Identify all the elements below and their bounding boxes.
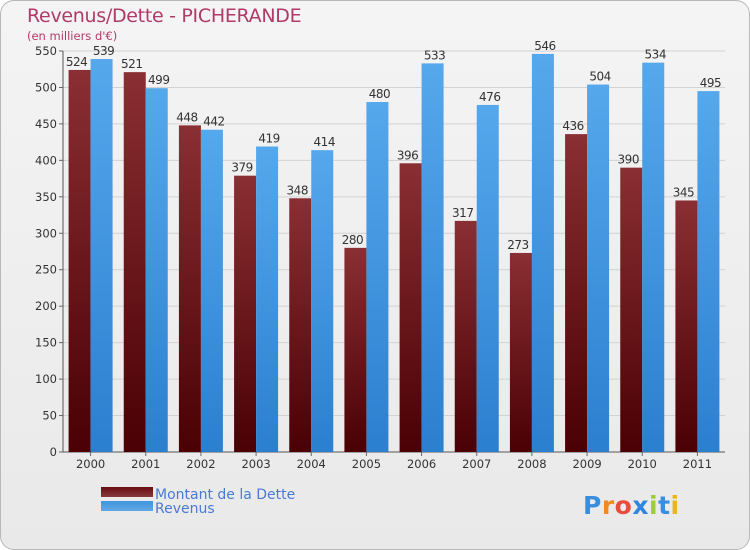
data-label-revenus: 414 (314, 135, 335, 149)
x-tick-label: 2009 (572, 457, 601, 471)
data-label-dette: 396 (397, 148, 418, 162)
data-label-revenus: 539 (93, 44, 114, 58)
bar-revenus (311, 150, 333, 452)
bar-dette (675, 200, 697, 452)
bar-revenus (201, 130, 223, 452)
bar-dette (179, 125, 201, 452)
x-tick-label: 2004 (297, 457, 326, 471)
x-tick-label: 2007 (462, 457, 491, 471)
y-tick-label: 500 (35, 80, 57, 94)
bar-revenus (256, 147, 278, 452)
x-tick-label: 2003 (241, 457, 270, 471)
data-label-dette: 280 (342, 233, 363, 247)
y-tick-label: 100 (35, 372, 57, 386)
y-tick-label: 300 (35, 226, 57, 240)
x-tick-label: 2005 (352, 457, 381, 471)
data-label-revenus: 504 (589, 70, 610, 84)
y-tick-label: 350 (35, 190, 57, 204)
bar-chart: 0 50 100 150 200 250 300 350 400 450 500 550 2000 524… (1, 1, 750, 481)
y-tick-label: 0 (50, 445, 57, 459)
bar-revenus (366, 102, 388, 452)
bar-dette (234, 176, 256, 452)
bar-revenus (91, 59, 113, 452)
data-label-dette: 390 (618, 153, 639, 167)
data-label-dette: 448 (176, 110, 197, 124)
x-tick-label: 2006 (407, 457, 436, 471)
y-tick-label: 150 (35, 336, 57, 350)
legend-label-revenus: Revenus (155, 501, 215, 517)
x-tick-label: 2000 (76, 457, 105, 471)
data-label-revenus: 534 (645, 48, 666, 62)
y-tick-label: 450 (35, 117, 57, 131)
data-label-dette: 317 (452, 206, 473, 220)
data-label-revenus: 499 (148, 73, 169, 87)
data-label-dette: 345 (673, 185, 694, 199)
bar-revenus (477, 105, 499, 452)
bar-dette (69, 70, 91, 452)
y-tick-label: 50 (42, 409, 57, 423)
y-tick-label: 400 (35, 153, 57, 167)
bar-revenus (146, 88, 168, 452)
bar-revenus (587, 85, 609, 452)
data-label-revenus: 495 (700, 76, 721, 90)
bar-revenus (642, 63, 664, 452)
data-label-dette: 273 (507, 238, 528, 252)
bar-dette (124, 72, 146, 452)
legend-swatch-revenus (101, 501, 153, 511)
x-tick-label: 2010 (628, 457, 657, 471)
x-tick-label: 2008 (517, 457, 546, 471)
x-tick-label: 2002 (186, 457, 215, 471)
data-label-revenus: 419 (258, 132, 279, 146)
data-label-revenus: 480 (369, 87, 390, 101)
data-label-dette: 436 (562, 119, 583, 133)
data-label-revenus: 476 (479, 90, 500, 104)
x-tick-label: 2001 (131, 457, 160, 471)
bar-dette (400, 163, 422, 452)
y-tick-label: 550 (35, 44, 57, 58)
chart-frame: Revenus/Dette - PICHERANDE (en milliers … (0, 0, 750, 550)
proxiti-logo: Proxiti (583, 491, 680, 520)
data-label-revenus: 442 (203, 115, 224, 129)
y-tick-label: 250 (35, 263, 57, 277)
legend-swatch-dette (101, 487, 153, 497)
bar-revenus (532, 54, 554, 452)
bar-dette (344, 248, 366, 452)
data-label-revenus: 533 (424, 48, 445, 62)
data-label-dette: 521 (121, 57, 142, 71)
bar-revenus (422, 63, 444, 452)
y-tick-label: 200 (35, 299, 57, 313)
bar-dette (289, 198, 311, 452)
bar-dette (510, 253, 532, 452)
data-label-revenus: 546 (534, 39, 555, 53)
bar-dette (565, 134, 587, 452)
bar-dette (455, 221, 477, 452)
data-label-dette: 524 (66, 55, 87, 69)
x-tick-label: 2011 (683, 457, 712, 471)
bar-revenus (697, 91, 719, 452)
data-label-dette: 379 (231, 161, 252, 175)
bar-dette (620, 168, 642, 452)
data-label-dette: 348 (287, 183, 308, 197)
